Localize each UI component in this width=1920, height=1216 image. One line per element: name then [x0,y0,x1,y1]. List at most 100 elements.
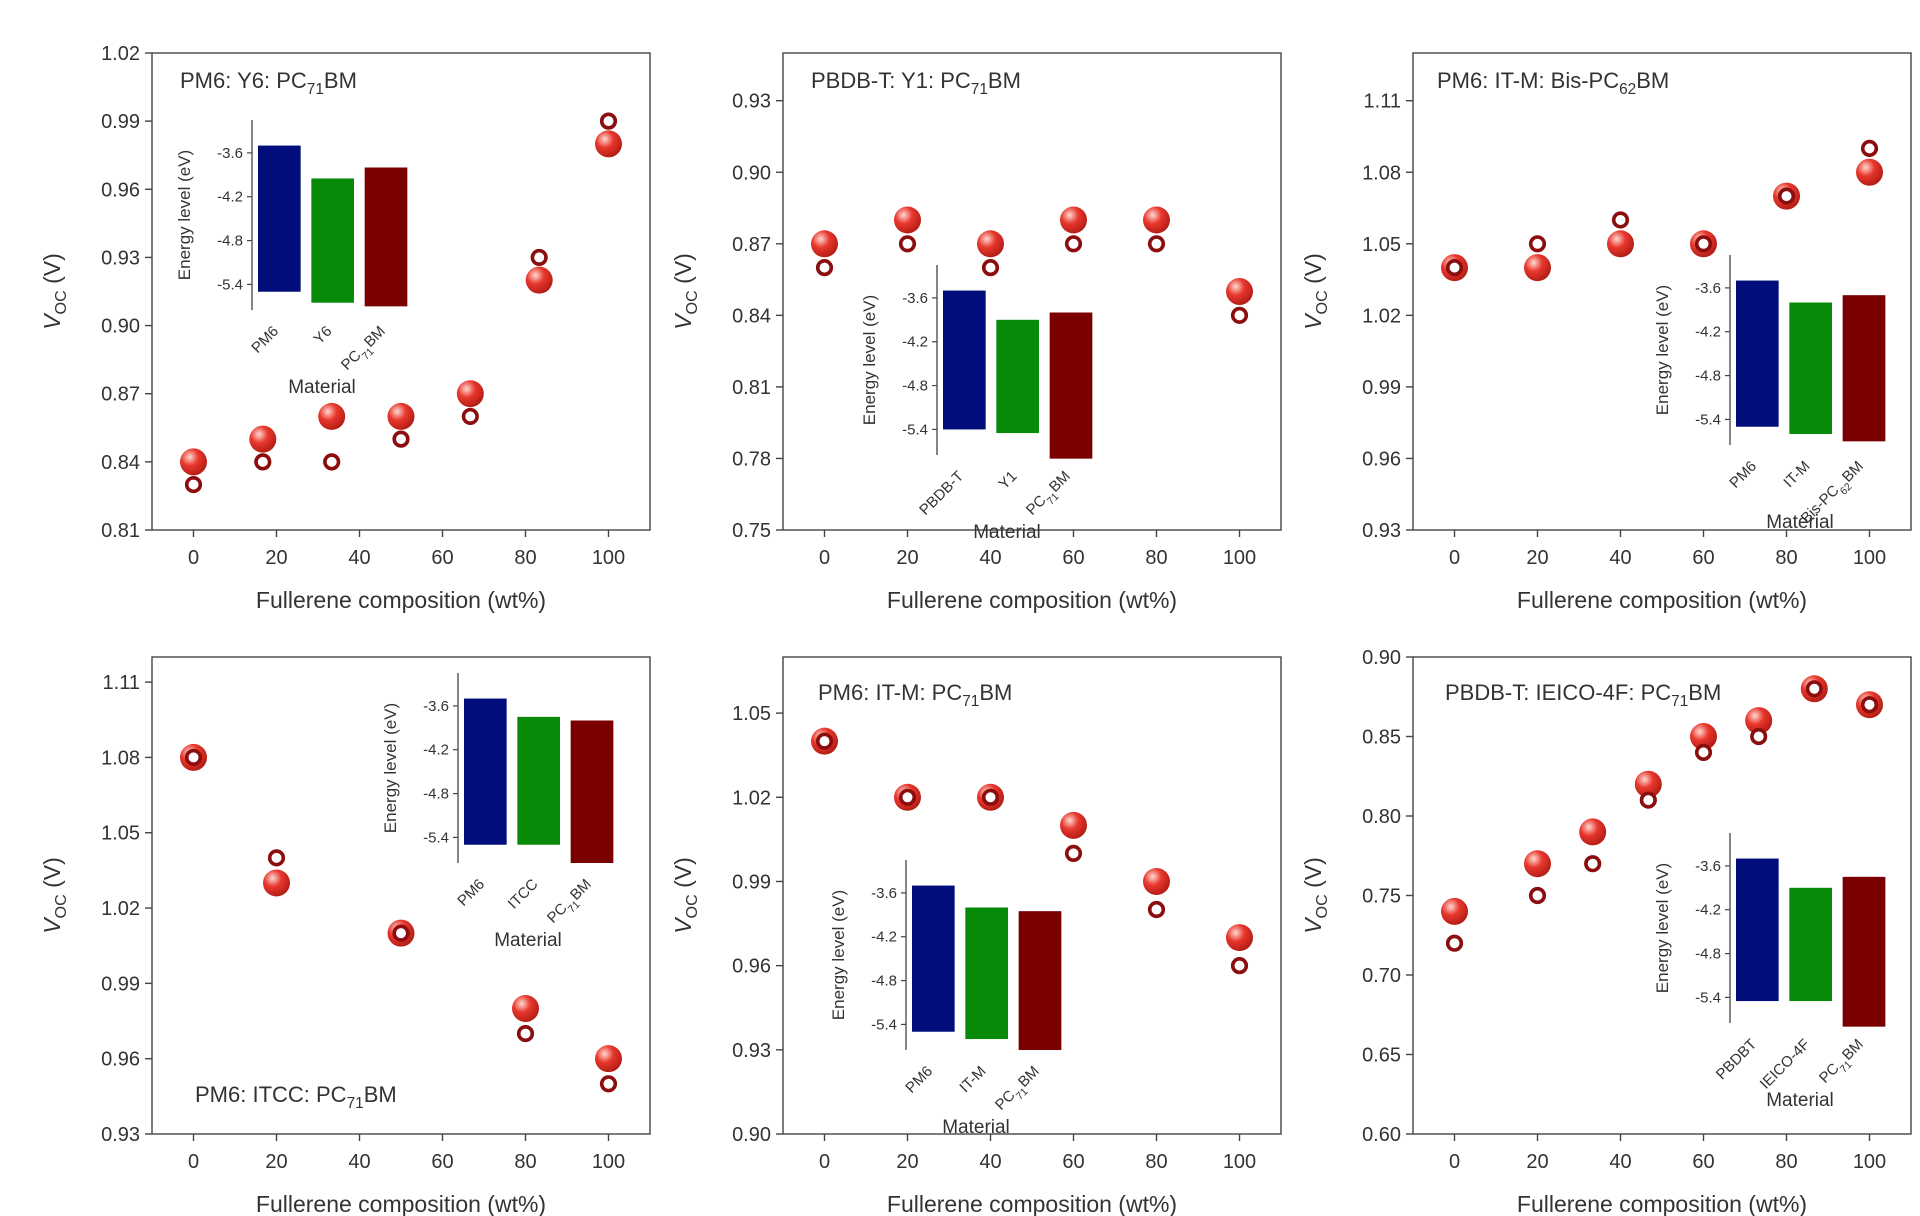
y-axis-title: VOC (V) [39,857,70,934]
marker-filled [1690,723,1717,750]
marker-open [599,1075,618,1093]
inset-y-axis-title: Energy level (eV) [1653,863,1672,993]
bar-label: PC71BM [544,876,598,930]
inset-y-tick-label: -4.2 [1695,324,1721,341]
marker-open [1230,306,1249,324]
x-tick-label: 100 [1853,1151,1886,1173]
marker-open [1230,957,1249,975]
y-tick-label: 1.02 [101,898,140,920]
inset-y-tick-label: -5.4 [1695,411,1721,428]
x-tick-label: 20 [265,547,287,569]
inset-y-axis-title: Energy level (eV) [175,150,194,280]
marker-open [898,235,917,253]
y-tick-label: 0.81 [732,377,771,399]
marker-open [1639,791,1657,809]
x-tick-label: 0 [1449,547,1460,569]
bar-label: PM6 [454,876,488,910]
y-tick-label: 0.87 [101,384,140,406]
chart-panel-1: 0.81 0.84 0.87 0.90 0.93 0.96 0.99 1.02 0 20 40 60 8… [39,43,651,613]
inset-y-tick-label: -4.2 [902,334,928,351]
marker-filled [1226,278,1253,305]
bar-label: PBDBT [1713,1036,1760,1083]
x-tick-label: 100 [1223,1151,1256,1173]
x-tick-label: 60 [1062,547,1084,569]
x-tick-label: 20 [265,1151,287,1173]
marker-filled [318,402,346,430]
inset-x-axis-title: Material [288,377,356,398]
marker-open [1777,187,1796,205]
marker-filled [1607,230,1634,258]
y-tick-label: 0.93 [732,91,771,113]
inset-y-tick-label: -3.6 [1695,858,1721,875]
marker-open [1584,855,1602,873]
panel-title: PBDB-T: IEICO-4F: PC71BM [1445,680,1721,710]
inset-y-tick-label: -4.2 [1695,902,1721,919]
energy-level-inset: -3.6 -4.2 -4.8 -5.4 Energy level (eV) PBDB-T Y… [860,265,1093,543]
plot-frame [782,656,1282,1135]
marker-filled [387,402,415,430]
y-tick-label: 0.87 [732,234,771,256]
inset-y-tick-label: -3.6 [217,145,243,162]
energy-bar-pm6 [912,885,955,1032]
chart-panel-5: 0.90 0.93 0.96 0.99 1.02 1.05 0 20 40 60 80 100 Full… [670,656,1282,1216]
y-tick-label: 0.99 [101,973,140,995]
bar-label: IT-M [956,1063,989,1096]
inset-y-tick-label: -4.8 [1695,368,1721,385]
x-tick-label: 0 [819,547,830,569]
marker-open [323,453,341,471]
x-tick-label: 100 [592,547,625,569]
marker-open [898,788,917,806]
inset-x-axis-title: Material [494,930,562,951]
marker-filled [1524,850,1551,878]
y-tick-label: 0.90 [732,162,771,184]
x-tick-label: 0 [188,547,199,569]
inset-y-tick-label: -4.8 [902,378,928,395]
bar-label: Y1 [995,468,1020,493]
x-tick-label: 80 [1775,1151,1797,1173]
y-tick-label: 0.75 [732,520,771,542]
energy-level-inset: -3.6 -4.2 -4.8 -5.4 Energy level (eV) PM6 IT-M… [829,860,1062,1138]
y-tick-label: 1.05 [1362,234,1401,256]
x-tick-label: 60 [1062,1151,1084,1173]
y-tick-label: 0.81 [101,520,140,542]
inset-y-axis-title: Energy level (eV) [381,703,400,833]
x-tick-label: 40 [1609,547,1631,569]
inset-y-tick-label: -3.6 [423,698,449,715]
marker-filled [1579,818,1607,846]
energy-bar-pc71bm [1018,911,1062,1050]
x-tick-label: 80 [1145,547,1167,569]
energy-bar-pc71bm [364,167,408,307]
y-tick-label: 0.80 [1362,806,1401,828]
marker-filled [1226,924,1253,952]
inset-y-axis-title: Energy level (eV) [860,295,879,425]
chart-panel-4: 0.93 0.96 0.99 1.02 1.05 1.08 1.11 0 20 40 60 80 100… [39,656,651,1216]
marker-open [815,259,834,277]
x-tick-label: 40 [348,1151,370,1173]
energy-bar-pm6 [464,698,507,845]
panel-title: PM6: IT-M: Bis-PC62BM [1437,68,1669,98]
marker-open [184,475,203,494]
plot-frame [1412,52,1912,531]
y-tick-label: 0.96 [1362,448,1401,470]
marker-open [392,924,410,942]
energy-bar-pm6 [1736,280,1779,427]
inset-y-axis-title: Energy level (eV) [1653,285,1672,415]
inset-x-axis-title: Material [973,522,1041,543]
marker-open [981,259,1000,277]
marker-filled [811,230,838,258]
x-tick-label: 100 [1853,547,1886,569]
x-tick-label: 100 [1223,547,1256,569]
marker-open [1611,211,1630,229]
x-tick-label: 0 [819,1151,830,1173]
y-tick-label: 0.93 [101,1124,140,1146]
marker-open [599,112,618,130]
bar-label: PM6 [248,323,282,357]
marker-filled [249,425,277,453]
x-tick-label: 20 [1526,1151,1548,1173]
y-tick-label: 0.99 [101,111,140,133]
marker-open [1694,743,1713,762]
y-tick-label: 1.11 [1364,91,1401,113]
bar-label: PC71BM [338,323,392,377]
energy-bar-y6 [311,178,354,303]
